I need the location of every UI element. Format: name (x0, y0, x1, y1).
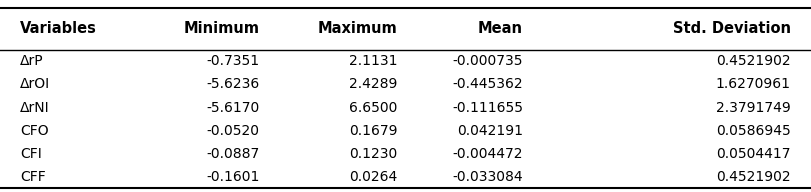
Text: CFO: CFO (20, 124, 49, 137)
Text: 2.3791749: 2.3791749 (716, 101, 791, 114)
Text: Std. Deviation: Std. Deviation (673, 21, 791, 36)
Text: -0.1601: -0.1601 (206, 170, 260, 184)
Text: 0.4521902: 0.4521902 (716, 170, 791, 184)
Text: -0.7351: -0.7351 (206, 55, 260, 68)
Text: -0.0887: -0.0887 (206, 147, 260, 161)
Text: CFF: CFF (20, 170, 46, 184)
Text: 6.6500: 6.6500 (349, 101, 397, 114)
Text: -0.0520: -0.0520 (207, 124, 260, 137)
Text: 0.1679: 0.1679 (349, 124, 397, 137)
Text: CFI: CFI (20, 147, 42, 161)
Text: 0.0504417: 0.0504417 (716, 147, 791, 161)
Text: ΔrP: ΔrP (20, 55, 44, 68)
Text: ΔrNI: ΔrNI (20, 101, 50, 114)
Text: 0.0586945: 0.0586945 (716, 124, 791, 137)
Text: Minimum: Minimum (183, 21, 260, 36)
Text: 1.6270961: 1.6270961 (716, 78, 791, 91)
Text: -0.004472: -0.004472 (453, 147, 523, 161)
Text: 0.0264: 0.0264 (350, 170, 397, 184)
Text: -0.033084: -0.033084 (453, 170, 523, 184)
Text: Mean: Mean (478, 21, 523, 36)
Text: Maximum: Maximum (318, 21, 397, 36)
Text: -0.000735: -0.000735 (453, 55, 523, 68)
Text: ΔrOI: ΔrOI (20, 78, 50, 91)
Text: -0.111655: -0.111655 (452, 101, 523, 114)
Text: 2.1131: 2.1131 (349, 55, 397, 68)
Text: -5.6170: -5.6170 (206, 101, 260, 114)
Text: Variables: Variables (20, 21, 97, 36)
Text: 0.042191: 0.042191 (457, 124, 523, 137)
Text: -5.6236: -5.6236 (206, 78, 260, 91)
Text: 2.4289: 2.4289 (349, 78, 397, 91)
Text: 0.4521902: 0.4521902 (716, 55, 791, 68)
Text: 0.1230: 0.1230 (350, 147, 397, 161)
Text: -0.445362: -0.445362 (453, 78, 523, 91)
